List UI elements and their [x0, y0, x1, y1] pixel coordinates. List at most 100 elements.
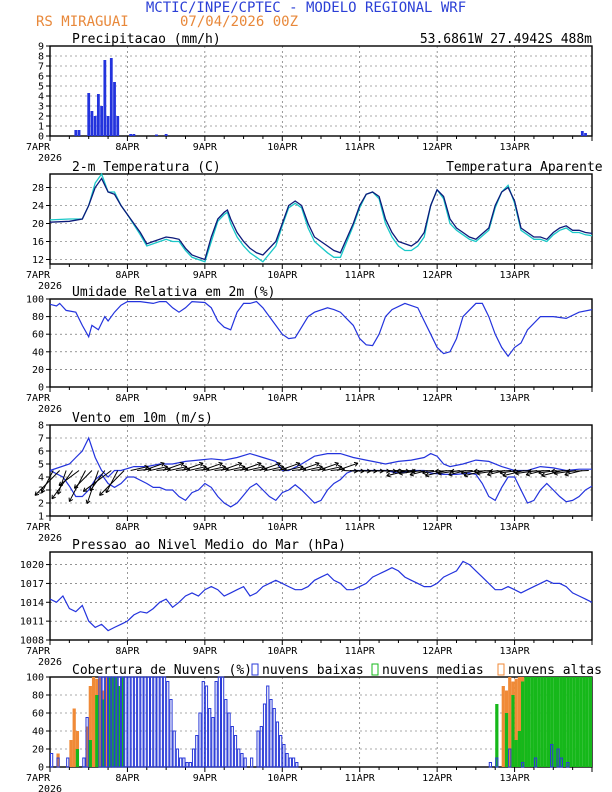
temp-xtick-label: 7APR — [26, 270, 51, 281]
rh-xtick-label: 13APR — [500, 393, 531, 404]
wind-arrow — [304, 466, 323, 471]
precip-bar — [103, 60, 107, 136]
wind-ytick-label: 8 — [38, 421, 44, 432]
precip-xtick-label: 13APR — [500, 142, 531, 153]
cloud-low-bar — [166, 681, 170, 768]
cloud-high-bar — [85, 726, 89, 767]
wind-title: Vento em 10m (m/s) — [72, 411, 213, 426]
wind-arrow-head — [85, 499, 91, 504]
cloud-low-bar — [172, 730, 176, 768]
wind-arrow-head — [499, 470, 504, 476]
pressure-line — [49, 560, 593, 632]
wind-arrow — [34, 470, 61, 496]
cloud-mid-bar — [75, 749, 80, 767]
wind-arrow-head — [538, 470, 543, 476]
wind-arrow-head — [334, 461, 339, 467]
cloud-high-bar — [508, 677, 512, 767]
wind-arrow — [512, 470, 531, 472]
cloud-high-bar — [91, 677, 96, 767]
header-location: RS MIRAGUAI — [36, 14, 129, 30]
header-run-time: 07/04/2026 00Z — [180, 14, 298, 30]
rh-xtick-label: 9APR — [193, 393, 218, 404]
precip-ytick-label: 4 — [38, 92, 44, 103]
wind-arrow — [227, 466, 246, 471]
cloud-low-bar — [195, 735, 199, 768]
cloud-low-bar — [198, 712, 202, 768]
cloud-mid-bar — [556, 677, 560, 767]
wind-arrow-head — [564, 471, 569, 477]
cloud-high-bar — [517, 677, 522, 767]
rh-ytick-label: 100 — [26, 295, 44, 306]
header-title: MCTIC/INPE/CPTEC - MODELO REGIONAL WRF — [146, 0, 466, 16]
rh-xtick-label: 12APR — [422, 393, 453, 404]
temp-year-label: 2026 — [38, 281, 62, 292]
precip-bar — [100, 106, 104, 136]
pressure-xtick-label: 9APR — [193, 646, 218, 657]
wind-arrow-head — [541, 472, 546, 478]
cloud-high-bar — [72, 708, 76, 767]
pressure-year-label: 2026 — [38, 657, 62, 668]
precip-ytick-label: 6 — [38, 72, 44, 83]
pressure-xtick-label: 12APR — [422, 646, 453, 657]
cloud-low-bar — [288, 757, 292, 768]
cloud-mid-bar — [114, 677, 118, 767]
wind-arrow-head — [460, 470, 466, 476]
wind-arrow — [473, 470, 493, 472]
pressure-xtick-label: 13APR — [500, 646, 531, 657]
cloud-low-bar — [169, 699, 173, 768]
wind-arrow — [41, 470, 54, 493]
cloud-legend-swatch — [497, 663, 505, 676]
cloud-low-bar — [143, 676, 147, 768]
wind-arrow — [336, 462, 359, 471]
cloud-low-bar — [214, 681, 218, 768]
precip-bar — [74, 130, 78, 136]
cloud-mid-bar — [562, 677, 567, 767]
precip-bar — [93, 116, 97, 136]
precip-xtick-label: 12APR — [422, 142, 453, 153]
precip-bar — [96, 94, 100, 136]
wind-arrow-head — [463, 472, 469, 478]
wind-arrow — [435, 470, 454, 472]
wind-arrow-head — [398, 470, 404, 476]
clouds-xtick-label: 7APR — [26, 773, 51, 784]
cloud-mid-bar — [108, 677, 112, 767]
cloud-legend-label: nuvens baixas — [262, 663, 364, 678]
cloud-low-bar — [285, 753, 289, 768]
cloud-high-bar — [98, 677, 102, 767]
pressure-xtick-label: 7APR — [26, 646, 51, 657]
cloud-mid-bar — [511, 695, 515, 767]
precip-frame — [49, 45, 593, 137]
cloud-mid-bar — [111, 677, 115, 767]
cloud-mid-bar — [120, 677, 125, 767]
cloud-mid-bar — [514, 740, 518, 767]
wind-arrow-head — [502, 472, 507, 478]
wind-arrow-head — [218, 461, 223, 467]
precip-ytick-label: 3 — [38, 102, 44, 113]
precip-xtick-label: 9APR — [193, 142, 218, 153]
cloud-low-bar — [111, 676, 115, 768]
wind-arrow — [411, 470, 434, 472]
precip-ytick-label: 7 — [38, 62, 44, 73]
pressure-frame — [49, 551, 593, 641]
wind-arrow — [201, 462, 223, 471]
cloud-legend-label: nuvens altas — [508, 663, 602, 678]
temp-xtick-label: 13APR — [500, 270, 531, 281]
clouds-xtick-label: 8APR — [115, 773, 140, 784]
precip-bar — [109, 58, 113, 136]
wind-xtick-label: 11APR — [345, 522, 376, 533]
wind-arrow-head — [409, 471, 414, 477]
rh-xtick-label: 11APR — [345, 393, 376, 404]
clouds-ytick-label: 0 — [38, 763, 44, 774]
clouds-xtick-label: 11APR — [345, 773, 376, 784]
clouds-year-label: 2026 — [38, 784, 62, 792]
wind-xtick-label: 9APR — [193, 522, 218, 533]
cloud-low-bar — [559, 757, 563, 768]
apparent-temp-line — [49, 172, 593, 263]
pressure-ytick-label: 1020 — [20, 560, 44, 571]
precip-ytick-label: 1 — [38, 122, 44, 133]
rh-xtick-label: 7APR — [26, 393, 51, 404]
cloud-low-bar — [127, 676, 131, 768]
cloud-low-bar — [204, 685, 209, 768]
cloud-mid-bar — [572, 677, 576, 767]
wind-arrow-head — [198, 461, 204, 467]
